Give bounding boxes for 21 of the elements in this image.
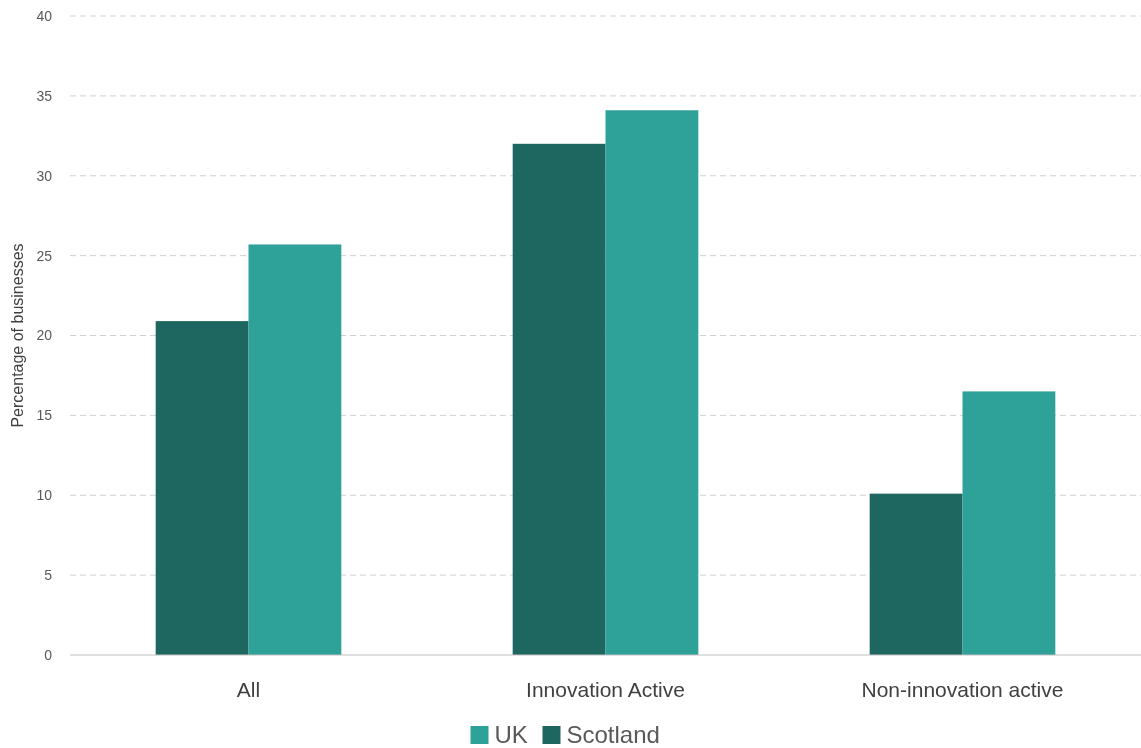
y-axis-title: Percentage of businesses [9, 243, 26, 428]
y-tick-label: 20 [36, 327, 53, 344]
bar [512, 143, 606, 655]
x-tick-label: All [236, 678, 261, 701]
legend-label: UK [494, 721, 528, 748]
x-tick-label: Non-innovation active [861, 678, 1064, 701]
x-tick-label: Innovation Active [526, 678, 685, 701]
y-tick-label: 40 [36, 7, 53, 24]
y-tick-label: 35 [36, 87, 53, 104]
bar [869, 493, 963, 655]
y-tick-label: 10 [36, 487, 53, 504]
bar [605, 110, 699, 655]
y-tick-label: 5 [44, 567, 53, 584]
y-tick-label: 15 [36, 407, 53, 424]
legend-label: Scotland [566, 721, 660, 748]
y-tick-label: 30 [36, 167, 53, 184]
bar [155, 321, 249, 655]
bar [248, 244, 342, 655]
bar [962, 391, 1056, 655]
y-tick-label: 0 [44, 646, 53, 663]
y-tick-label: 25 [36, 247, 53, 264]
